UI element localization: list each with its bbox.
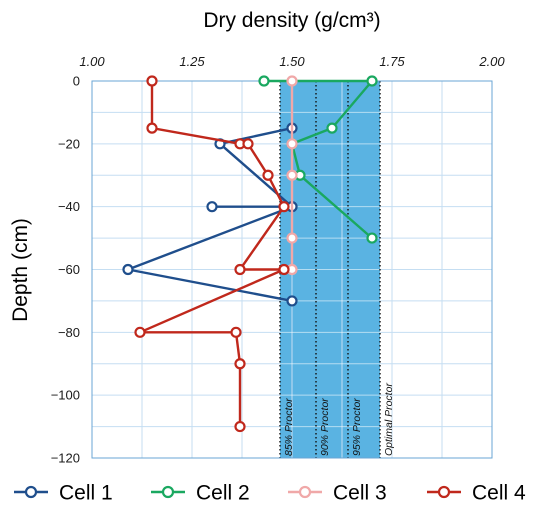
legend-swatch-marker [24,485,38,499]
y-tick-label: −60 [58,262,80,277]
data-point-cell-2 [326,122,338,134]
data-point-cell-4 [134,326,146,338]
data-point-cell-4 [146,75,158,87]
data-point-cell-1 [286,295,298,307]
y-tick-label: −80 [58,325,80,340]
data-point-cell-1 [122,263,134,276]
data-point-cell-4 [278,263,290,276]
x-tick-label: 1.50 [279,54,305,69]
legend-swatch-marker [161,485,175,499]
data-point-cell-4 [230,326,242,338]
legend-label: Cell 1 [59,482,113,505]
y-tick-label: 0 [73,74,80,89]
reference-label-95-proctor: 95% Proctor [351,398,363,456]
data-series [122,75,378,433]
data-point-cell-3 [286,169,298,181]
x-tick-labels: 1.00 1.25 1.50 1.75 2.00 [79,54,505,69]
data-point-cell-2 [366,232,378,244]
data-point-cell-3 [286,232,298,244]
legend-swatch-marker [298,485,312,499]
data-point-cell-2 [366,75,378,87]
y-tick-label: −40 [58,199,80,214]
data-point-cell-4 [146,122,158,134]
reference-label-optimal-proctor: Optimal Proctor [383,383,395,456]
legend-item-cell-3: Cell 3 [288,482,387,505]
legend-label: Cell 3 [333,482,387,505]
x-tick-label: 1.00 [79,54,105,69]
x-tick-label: 1.75 [379,54,405,69]
series-cell-4 [134,75,290,433]
legend-item-cell-4: Cell 4 [427,482,526,505]
series-line-cell-2 [264,79,374,240]
legend-item-cell-2: Cell 2 [151,482,250,505]
data-point-cell-4 [262,169,274,181]
data-point-cell-1 [206,201,218,213]
legend-label: Cell 2 [196,482,250,505]
legend-item-cell-1: Cell 1 [14,482,113,505]
legend-label: Cell 4 [472,482,526,505]
legend-swatch-marker [437,485,451,499]
data-point-cell-4 [234,263,246,276]
x-tick-label: 1.25 [179,54,205,69]
data-point-cell-3 [286,75,298,87]
y-tick-label: −20 [58,136,80,151]
reference-label-85-proctor: 85% Proctor [283,398,295,456]
data-point-cell-2 [258,75,270,87]
y-tick-labels: 0 −20 −40 −60 −80 −100 −120 [51,74,80,466]
data-point-cell-3 [286,138,298,150]
y-tick-label: −120 [51,451,80,466]
legend: Cell 1 Cell 2 Cell 3 Cell 4 [14,482,526,505]
y-axis-title: Depth (cm) [9,218,32,322]
data-point-cell-4 [234,358,246,370]
y-tick-label: −100 [51,388,80,403]
data-point-cell-4 [242,138,254,150]
x-axis-title: Dry density (g/cm³) [203,9,380,32]
series-cell-2 [258,75,378,244]
data-point-cell-4 [234,420,246,433]
data-point-cell-4 [278,201,290,213]
x-tick-label: 2.00 [478,54,505,69]
reference-label-90-proctor: 90% Proctor [319,398,331,456]
